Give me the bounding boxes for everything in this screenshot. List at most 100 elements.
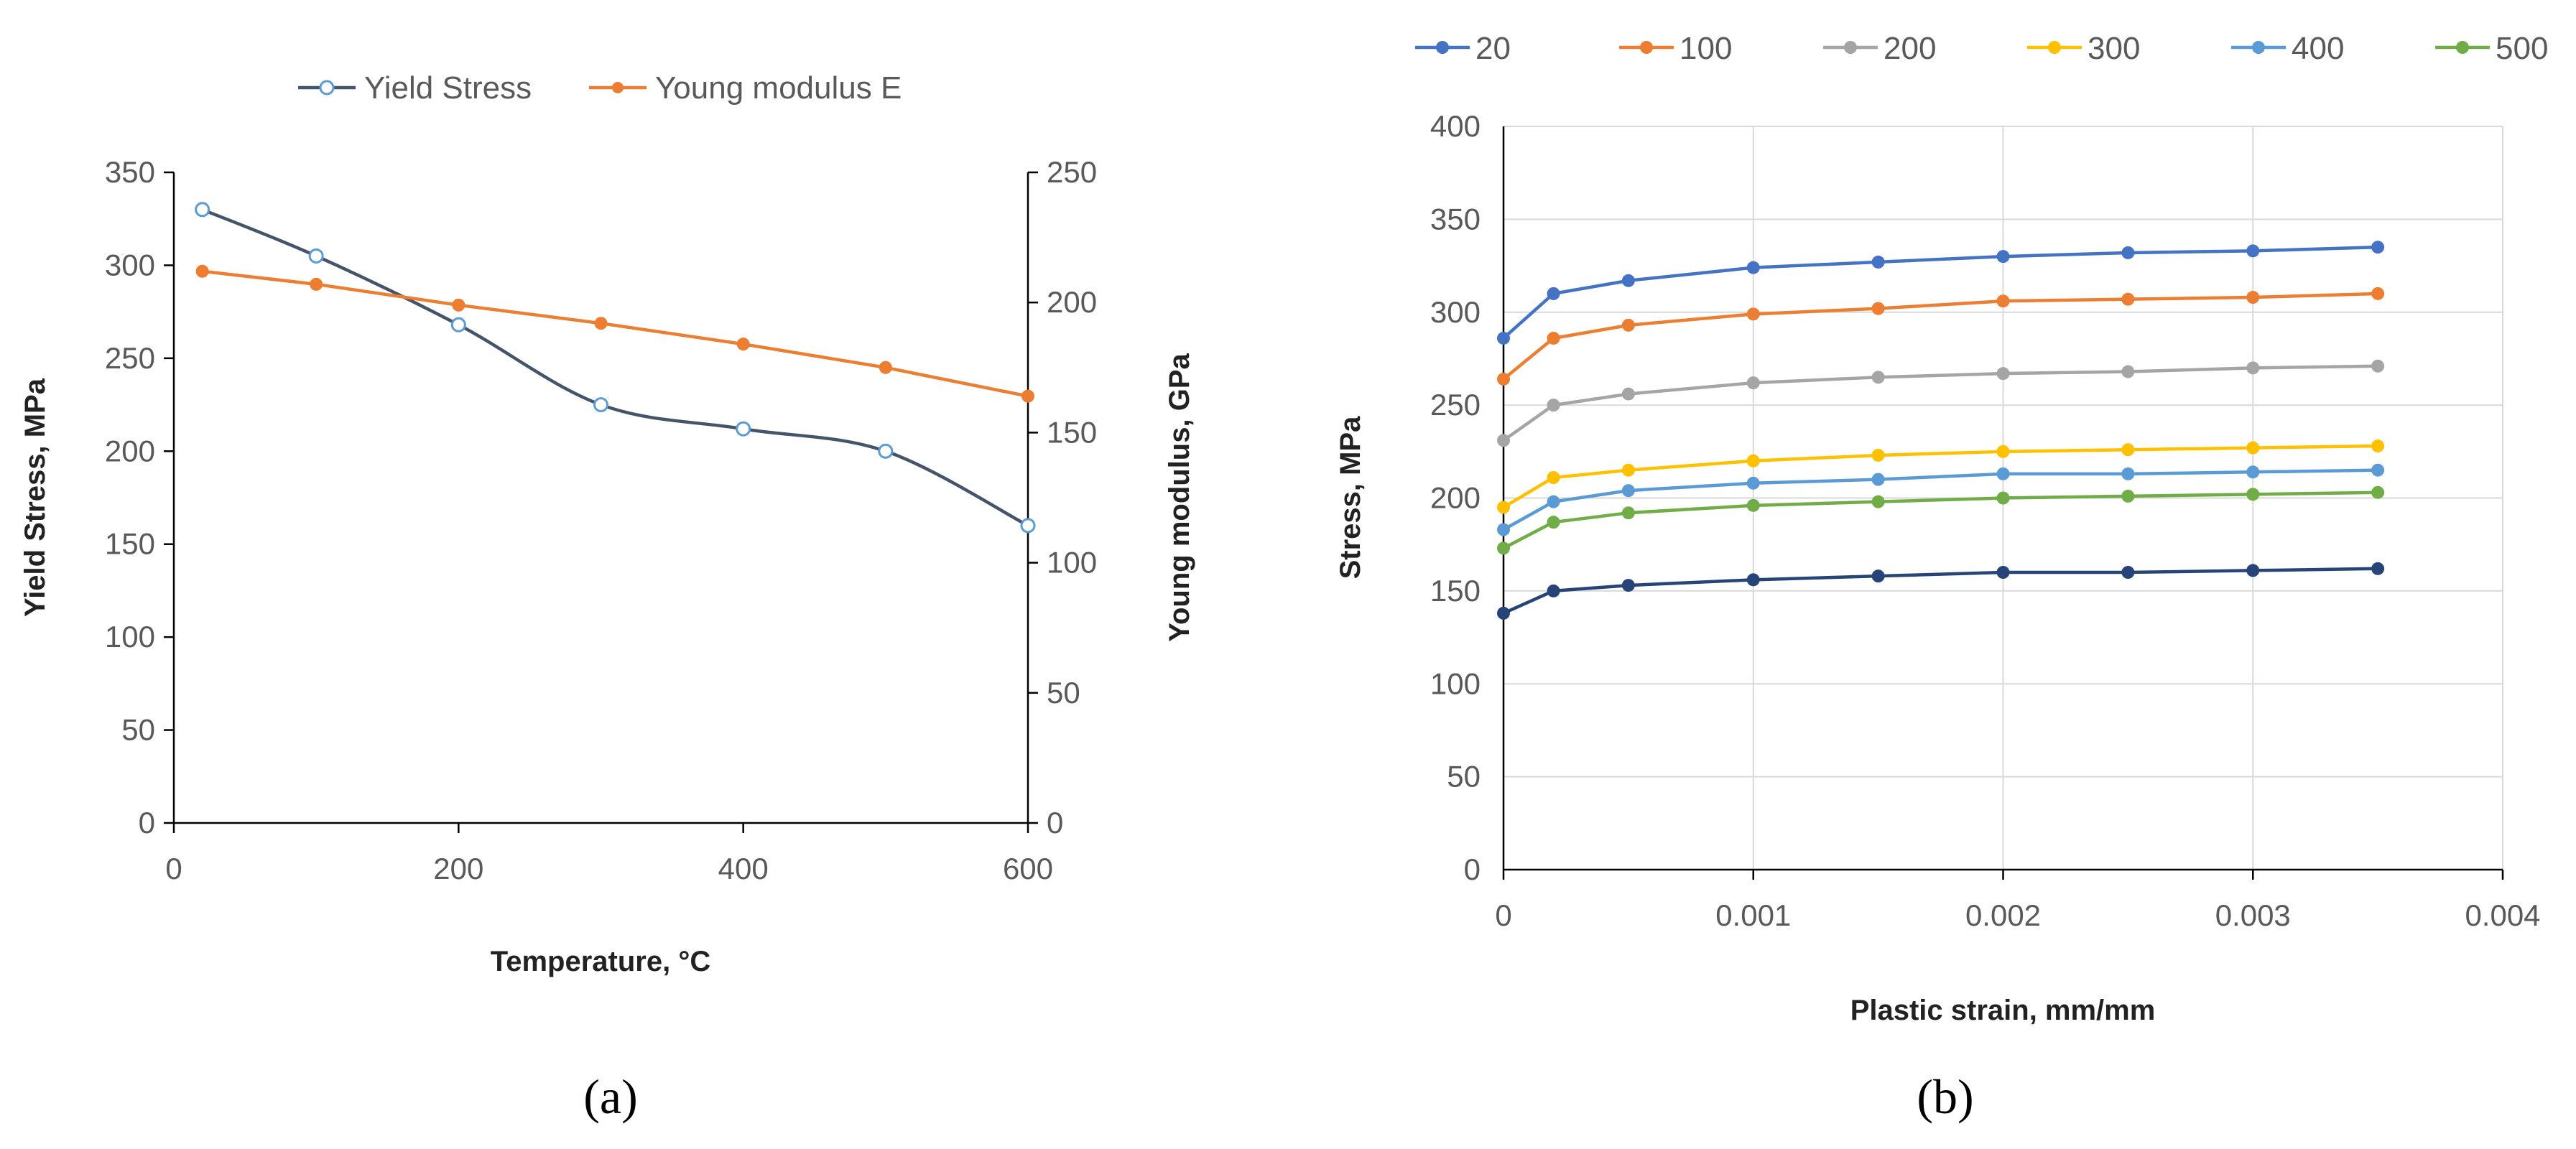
a-data-point: [878, 443, 894, 459]
b-xtick-label: 0: [1495, 898, 1511, 932]
b-data-point: [1746, 498, 1760, 512]
b-x-axis-title: Plastic strain, mm/mm: [1850, 995, 2156, 1026]
a-xtick-label: 600: [1003, 852, 1053, 885]
b-data-point: [1746, 376, 1760, 390]
a-ytick-label: 350: [105, 155, 155, 189]
a-data-point: [736, 338, 750, 351]
b-data-point: [1996, 467, 2010, 480]
b-data-point: [1621, 318, 1635, 332]
b-legend-swatch-marker: [1844, 41, 1857, 54]
b-ytick-label: 400: [1430, 109, 1481, 143]
a-data-point: [195, 264, 209, 278]
b-xtick-label: 0.003: [2215, 898, 2291, 932]
b-data-point: [2121, 489, 2135, 503]
chart-a: 0 50 100 150 200 250 300 350 0 50 100 150 200 250 0 200…: [19, 70, 1195, 1124]
b-ytick-label: 350: [1430, 202, 1481, 236]
a-data-point: [594, 317, 608, 330]
b-legend-label: 400: [2292, 31, 2344, 66]
a-legend-label: Yield Stress: [364, 70, 532, 106]
b-y-axis-title: Stress, MPa: [1335, 416, 1366, 580]
b-data-point: [1621, 579, 1635, 592]
b-panel-label: (b): [1917, 1069, 1973, 1124]
b-ytick-label: 0: [1464, 852, 1481, 886]
b-data-point: [1621, 274, 1635, 287]
b-legend-swatch-marker: [2048, 41, 2061, 54]
a-legend-swatch-marker: [612, 82, 624, 93]
a-y2tick-label: 200: [1047, 285, 1097, 319]
a-data-point: [450, 317, 466, 332]
b-data-point: [1621, 463, 1635, 477]
chart-b: 0 50 100 150 200 250 300 350 400 0 0.001 0.002 0.003…: [1335, 31, 2548, 1124]
b-legend-swatch-marker: [2456, 41, 2469, 54]
a-data-point: [1020, 518, 1036, 534]
a-x-axis-title: Temperature, °C: [491, 946, 710, 977]
b-data-point: [2371, 287, 2385, 300]
a-series-line-young-modulus-e: [202, 269, 1029, 398]
a-data-point: [452, 298, 465, 312]
a-ytick-label: 50: [121, 713, 155, 747]
b-data-point: [2371, 562, 2385, 575]
a-series-line-yield-stress: [201, 208, 1029, 527]
a-y2-axis-title: Young modulus, GPa: [1164, 353, 1195, 642]
b-legend-swatch-marker: [1640, 41, 1653, 54]
b-legend-label: 20: [1475, 31, 1511, 66]
b-data-point: [1621, 387, 1635, 401]
b-data-point: [1497, 606, 1510, 620]
b-data-point: [2246, 441, 2260, 455]
b-data-point: [2246, 361, 2260, 375]
a-y2tick-label: 150: [1047, 415, 1097, 449]
b-series-line-100: [1502, 292, 2378, 381]
b-data-point: [2121, 246, 2135, 259]
b-series-line-500: [1502, 490, 2378, 550]
b-data-point: [1497, 541, 1510, 555]
b-ytick-label: 150: [1430, 574, 1481, 608]
b-data-point: [1996, 367, 2010, 381]
b-data-point: [2246, 564, 2260, 577]
b-data-point: [1497, 501, 1510, 514]
b-data-point: [2246, 244, 2260, 258]
b-data-point: [1547, 331, 1560, 345]
a-xtick-label: 0: [165, 852, 182, 885]
a-ytick-label: 300: [105, 248, 155, 282]
b-data-point: [1746, 307, 1760, 321]
b-data-point: [1746, 261, 1760, 274]
b-data-point: [1547, 516, 1560, 529]
b-data-point: [1996, 566, 2010, 579]
b-data-point: [1996, 445, 2010, 458]
b-ytick-label: 200: [1430, 481, 1481, 515]
b-data-point: [2121, 566, 2135, 579]
b-data-point: [1996, 491, 2010, 505]
b-data-point: [2371, 439, 2385, 453]
b-data-point: [1497, 331, 1510, 345]
a-ytick-label: 100: [105, 620, 155, 653]
a-data-point: [310, 277, 323, 291]
b-data-point: [2246, 291, 2260, 304]
b-data-point: [1547, 471, 1560, 485]
a-y2tick-label: 100: [1047, 546, 1097, 580]
b-data-point: [1871, 569, 1885, 583]
a-data-point: [879, 360, 892, 374]
a-ytick-label: 200: [105, 434, 155, 467]
b-xtick-label: 0.002: [1965, 898, 2041, 932]
b-data-point: [2121, 292, 2135, 306]
b-legend: 20100200300400500550: [1415, 31, 2548, 66]
a-y-axis-title: Yield Stress, MPa: [19, 378, 51, 617]
b-data-point: [1497, 434, 1510, 447]
b-data-point: [1746, 573, 1760, 587]
b-data-point: [1871, 371, 1885, 384]
b-data-point: [2121, 467, 2135, 480]
b-ytick-label: 50: [1447, 760, 1481, 794]
b-data-point: [1871, 302, 1885, 315]
b-data-point: [1497, 523, 1510, 536]
b-data-point: [1996, 294, 2010, 308]
b-legend-label: 500: [2496, 31, 2548, 66]
b-data-point: [1547, 287, 1560, 300]
a-y2tick-label: 250: [1047, 155, 1097, 189]
a-data-point: [593, 397, 608, 413]
b-legend-label: 100: [1680, 31, 1732, 66]
a-data-point: [736, 421, 751, 437]
b-ytick-label: 300: [1430, 295, 1481, 329]
a-panel-label: (a): [583, 1069, 637, 1124]
